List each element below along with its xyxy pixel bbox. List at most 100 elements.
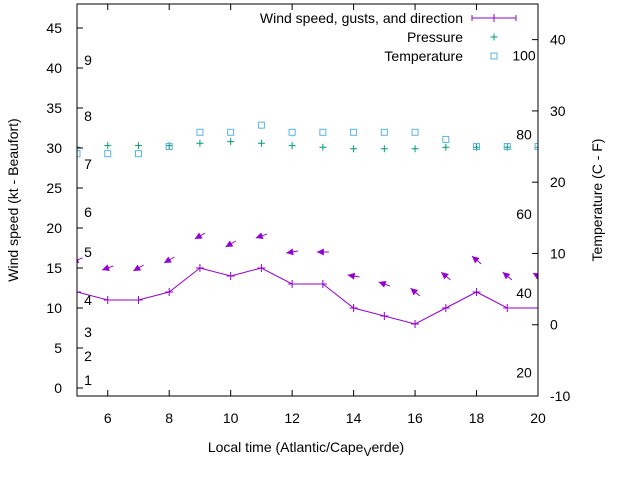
wind-gust-arrow [440, 271, 451, 281]
x-tick-label: 12 [284, 410, 300, 426]
temperature-point [165, 143, 173, 151]
clipped-marks [77, 121, 538, 328]
wind-arrow-head [378, 281, 387, 288]
pressure-point [442, 143, 450, 151]
wind-gust-arrow [378, 281, 391, 288]
wind-speed-point [503, 304, 512, 312]
wind-arrow-head [286, 248, 294, 256]
temperature-point [350, 128, 358, 136]
wind-arrow-head [102, 264, 110, 271]
wind-gust-arrow [77, 257, 83, 263]
y-left-tick-label: 30 [46, 140, 62, 156]
temperature-point [77, 150, 81, 158]
wind-gust-arrow [225, 240, 237, 248]
temperature-point [134, 150, 142, 158]
legend-swatch-temperature [490, 52, 498, 60]
x-tick-label: 6 [104, 410, 112, 426]
pressure-point [257, 139, 265, 147]
legend-swatch-wind-ticks [471, 14, 517, 22]
y-left-tick-label: 0 [54, 380, 62, 396]
wind-speed-point [441, 304, 450, 312]
wind-speed-line [77, 267, 538, 325]
y-right-tick-label: 20 [550, 174, 566, 190]
wind-arrow-head [441, 272, 449, 280]
legend: Wind speed, gusts, and direction Pressure… [260, 10, 517, 64]
wind-speed-point [103, 296, 112, 304]
legend-swatch-pressure [490, 33, 498, 41]
y-left-tick-label: 25 [46, 180, 62, 196]
wind-arrow-head [77, 257, 80, 263]
fahrenheit-label: 80 [516, 127, 532, 143]
wind-arrow-head [194, 232, 203, 239]
x-axis-label-tail: erde) [371, 439, 404, 455]
beaufort-label: 8 [84, 108, 92, 124]
pressure-point [380, 145, 388, 153]
wind-arrow-shaft [77, 257, 83, 261]
wind-gust-arrow [316, 248, 329, 256]
wind-speed-point [77, 288, 81, 296]
temperature-point [196, 128, 204, 136]
temperature-point [534, 143, 538, 151]
y-right-tick-label: 10 [550, 245, 566, 261]
fahrenheit-label: 100 [512, 47, 536, 63]
y-left-tick-label: 35 [46, 100, 62, 116]
y-axis-right-label: Temperature (C - F) [589, 139, 605, 262]
wind-gust-arrow [194, 232, 206, 240]
beaufort-label: 6 [84, 204, 92, 220]
wind-speed-point [288, 280, 297, 288]
wind-arrow-head [164, 256, 172, 263]
x-tick-label: 10 [223, 410, 239, 426]
wind-speed-point [195, 264, 204, 272]
pressure-point [534, 143, 538, 151]
axes: 6 8 10 12 14 16 18 20051015202530354045-1001020… [46, 3, 570, 426]
x-tick-label: 18 [469, 410, 485, 426]
y-right-tick-label: 0 [550, 317, 558, 333]
wind-speed-point [534, 304, 538, 312]
wind-arrow-head [225, 240, 234, 247]
y-left-tick-label: 10 [46, 300, 62, 316]
wind-arrow-head [255, 232, 264, 239]
wind-speed-point [380, 312, 389, 320]
pressure-point [196, 139, 204, 147]
x-tick-label: 8 [165, 410, 173, 426]
plot-border [76, 3, 539, 397]
temperature-point [411, 128, 419, 136]
pressure-point [134, 142, 142, 150]
wind-gust-arrow [532, 272, 538, 280]
temperature-point [104, 150, 112, 158]
x-axis-label: Local time (Atlantic/CapeVerde) [208, 439, 404, 459]
temperature-point [288, 128, 296, 136]
wind-gust-arrow [163, 256, 175, 264]
wind-arrow-head [532, 273, 538, 280]
wind-gust-arrow [133, 264, 144, 272]
wind-gust-arrow [347, 272, 360, 280]
y-right-tick-label: -10 [550, 388, 570, 404]
wind-gust-arrow [101, 264, 114, 271]
x-axis-label-main: Local time (Atlantic/Cape [208, 439, 364, 455]
pressure-point [77, 143, 81, 151]
wind-speed-point [257, 264, 266, 272]
y-right-tick-label: 40 [550, 32, 566, 48]
beaufort-label: 4 [84, 292, 92, 308]
legend-label-temperature: Temperature [384, 48, 463, 64]
beaufort-label: 9 [84, 52, 92, 68]
beaufort-label: 5 [84, 244, 92, 260]
fahrenheit-label: 40 [516, 285, 532, 301]
temperature-point [473, 143, 481, 151]
y-left-tick-label: 5 [54, 340, 62, 356]
beaufort-label: 7 [84, 156, 92, 172]
temperature-point [442, 135, 450, 143]
fahrenheit-label: 20 [516, 364, 532, 380]
fahrenheit-label: 60 [516, 206, 532, 222]
temperature-point [257, 121, 265, 129]
x-tick-label: 14 [346, 410, 362, 426]
wind-arrow-head [133, 264, 142, 271]
wind-arrow-head [471, 256, 480, 264]
y-left-tick-label: 15 [46, 260, 62, 276]
wind-speed-point [411, 320, 420, 328]
wind-speed-point [318, 280, 327, 288]
x-tick-label: 20 [530, 410, 546, 426]
wind-arrow-head [410, 288, 419, 296]
pressure-point [319, 143, 327, 151]
